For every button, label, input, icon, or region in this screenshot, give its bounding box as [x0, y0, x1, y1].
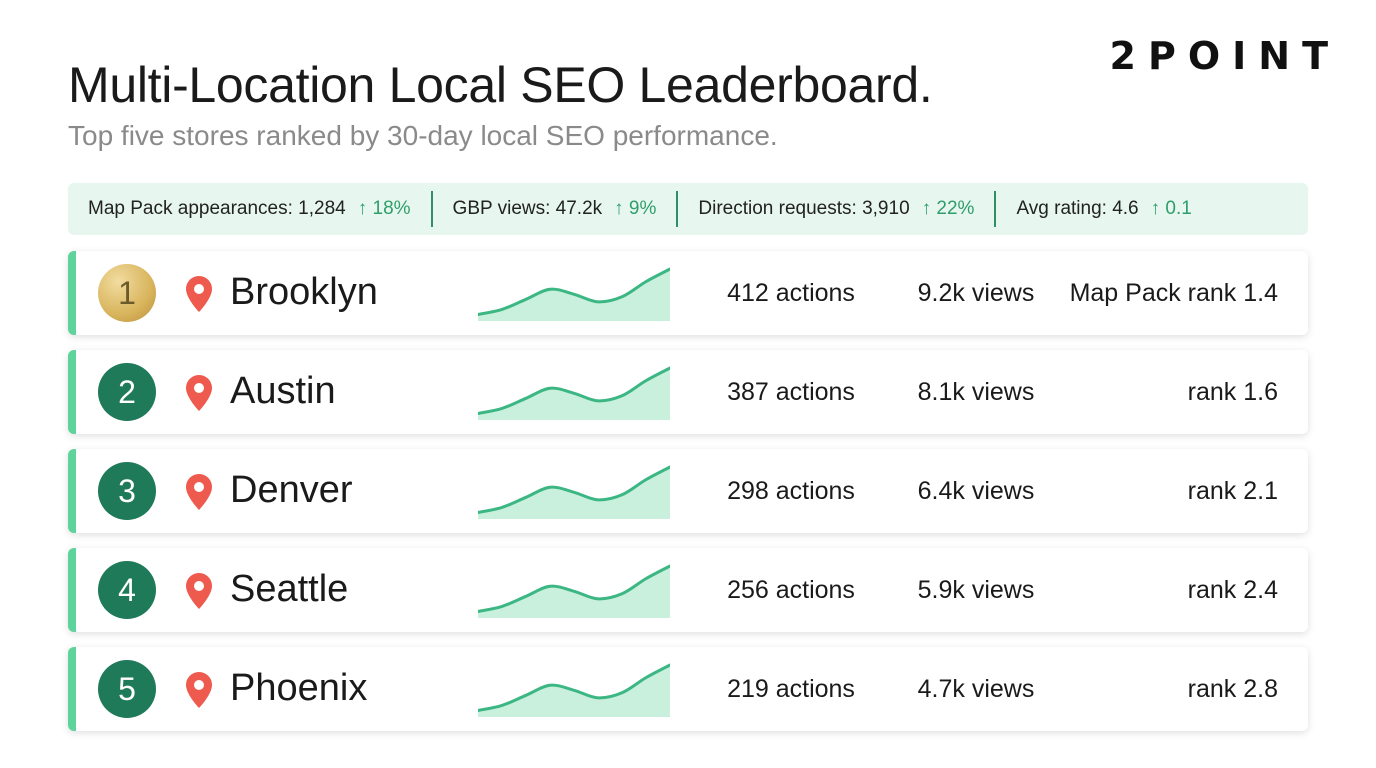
sparkline-line [478, 465, 670, 514]
trend-sparkline [478, 366, 670, 420]
kpi-label: Direction requests: 3,910 [698, 198, 910, 219]
rank-badge: 4 [98, 561, 156, 619]
kpi-delta: ↑ 22% [921, 198, 975, 219]
city-name: Phoenix [230, 667, 368, 709]
rank-medal-gold: 1 [98, 264, 156, 322]
sparkline-line [478, 267, 670, 316]
brand-logo: 2POINT [1109, 34, 1340, 78]
rank-badge: 5 [98, 660, 156, 718]
kpi-label: GBP views: 47.2k [452, 198, 603, 219]
map-pack-rank: rank 2.4 [1187, 576, 1278, 604]
map-pack-rank: rank 1.6 [1187, 378, 1278, 406]
map-pack-rank: rank 2.1 [1187, 477, 1278, 505]
actions-count: 298 actions [727, 477, 855, 505]
views-count: 8.1k views [917, 378, 1035, 406]
trend-sparkline [478, 267, 670, 321]
kpi-delta: ↑ 9% [614, 198, 657, 219]
map-pin-icon [186, 573, 212, 609]
city-name: Seattle [230, 568, 349, 610]
map-pack-rank: rank 2.8 [1187, 675, 1278, 703]
map-pin-icon [186, 375, 212, 411]
map-pin-icon [186, 474, 212, 510]
leaderboard-list: 1 Brooklyn 412 actions 9.2k views Map Pa… [68, 251, 1308, 746]
views-count: 6.4k views [917, 477, 1035, 505]
kpi-map-pack: Map Pack appearances: 1,284 ↑ 18% [88, 198, 411, 220]
views-count: 4.7k views [917, 675, 1035, 703]
leaderboard-row-denver[interactable]: 3 Denver 298 actions 6.4k views rank 2.1 [68, 449, 1308, 533]
actions-count: 256 actions [727, 576, 855, 604]
kpi-delta: ↑ 0.1 [1150, 198, 1192, 219]
trend-sparkline [478, 465, 670, 519]
kpi-label: Map Pack appearances: 1,284 [88, 198, 346, 219]
sparkline-line [478, 663, 670, 712]
leaderboard-row-phoenix[interactable]: 5 Phoenix 219 actions 4.7k views rank 2.… [68, 647, 1308, 731]
trend-sparkline [478, 663, 670, 717]
views-count: 9.2k views [917, 279, 1035, 307]
map-pack-rank: Map Pack rank 1.4 [1069, 279, 1278, 307]
sparkline-line [478, 564, 670, 613]
kpi-direction-requests: Direction requests: 3,910 ↑ 22% [698, 198, 974, 220]
leaderboard-row-seattle[interactable]: 4 Seattle 256 actions 5.9k views rank 2.… [68, 548, 1308, 632]
kpi-avg-rating: Avg rating: 4.6 ↑ 0.1 [1016, 198, 1191, 220]
map-pin-icon [186, 276, 212, 312]
kpi-divider [676, 191, 679, 227]
rank-badge: 2 [98, 363, 156, 421]
sparkline-line [478, 366, 670, 415]
page-title: Multi-Location Local SEO Leaderboard. [68, 57, 933, 113]
kpi-delta: ↑ 18% [357, 198, 411, 219]
page-subtitle: Top five stores ranked by 30-day local S… [68, 120, 778, 151]
kpi-divider [430, 191, 433, 227]
actions-count: 412 actions [727, 279, 855, 307]
kpi-label: Avg rating: 4.6 [1016, 198, 1139, 219]
city-name: Brooklyn [230, 271, 378, 313]
trend-sparkline [478, 564, 670, 618]
rank-badge: 3 [98, 462, 156, 520]
views-count: 5.9k views [917, 576, 1035, 604]
actions-count: 219 actions [727, 675, 855, 703]
leaderboard-row-brooklyn[interactable]: 1 Brooklyn 412 actions 9.2k views Map Pa… [68, 251, 1308, 335]
leaderboard-row-austin[interactable]: 2 Austin 387 actions 8.1k views rank 1.6 [68, 350, 1308, 434]
map-pin-icon [186, 672, 212, 708]
kpi-divider [994, 191, 997, 227]
kpi-gbp-views: GBP views: 47.2k ↑ 9% [453, 198, 657, 220]
city-name: Denver [230, 469, 353, 511]
kpi-summary-bar: Map Pack appearances: 1,284 ↑ 18% GBP vi… [68, 183, 1308, 235]
actions-count: 387 actions [727, 378, 855, 406]
city-name: Austin [230, 370, 336, 412]
